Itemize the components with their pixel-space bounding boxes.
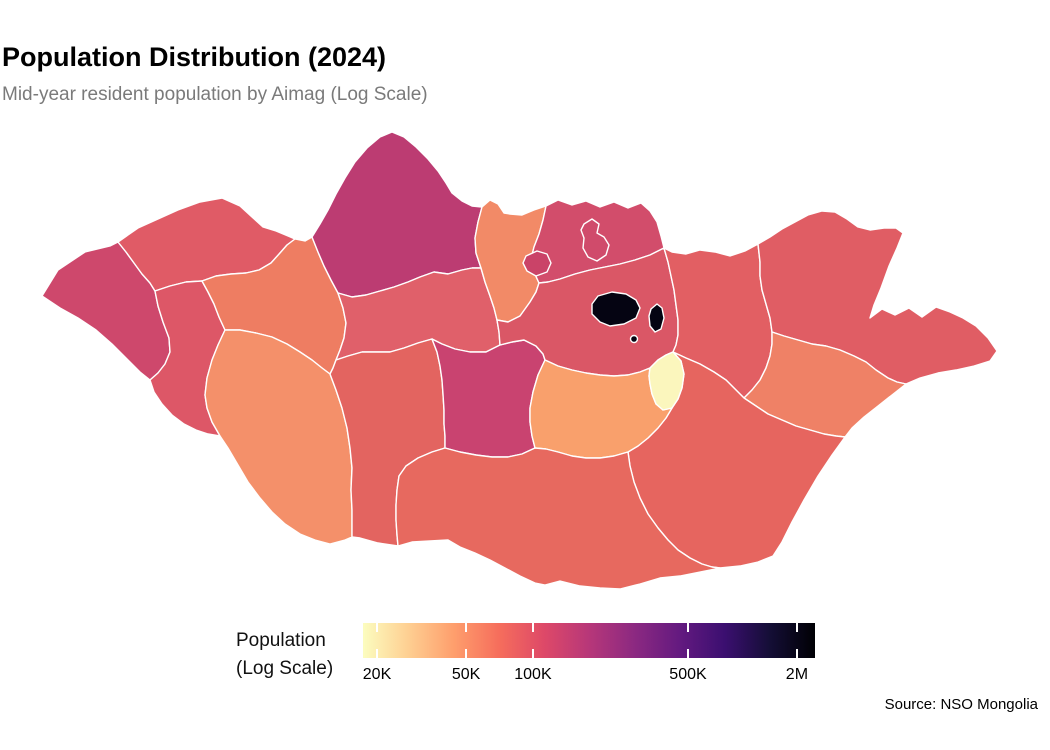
source-caption: Source: NSO Mongolia <box>884 696 1038 713</box>
legend-tick-500k <box>686 623 689 658</box>
region-orkhon <box>522 250 552 277</box>
page-subtitle: Mid-year resident population by Aimag (L… <box>2 84 428 105</box>
legend-tick-20k <box>376 623 378 658</box>
legend-tick-100k <box>531 623 534 658</box>
page-title: Population Distribution (2024) <box>2 42 387 72</box>
region-govisumber <box>648 351 685 411</box>
legend-label-20k: 20K <box>362 666 392 683</box>
legend-title-line2: (Log Scale) <box>236 658 334 679</box>
region-omnogovi <box>395 447 721 590</box>
legend-gradient-bar <box>363 623 815 658</box>
legend-tick-2m <box>795 623 798 658</box>
legend-label-2m: 2M <box>785 666 809 683</box>
legend-label-100k: 100K <box>514 666 552 683</box>
legend-tick-50k <box>465 623 468 658</box>
region-darkhan-uul <box>580 218 610 262</box>
region-ulaanbaatar <box>591 291 641 327</box>
region-ulaanbaatar-exclave <box>648 303 665 333</box>
legend-label-50k: 50K <box>451 666 481 683</box>
region-govi-altai <box>204 329 353 545</box>
region-ovorkhangai <box>431 338 546 458</box>
legend-title: Population (Log Scale) <box>236 627 333 683</box>
legend-tick-labels: 20K 50K 100K 500K 2M <box>363 666 815 686</box>
region-ulaanbaatar-dot <box>629 334 639 344</box>
legend-title-line1: Population <box>236 630 326 651</box>
legend-label-500k: 500K <box>669 666 707 683</box>
